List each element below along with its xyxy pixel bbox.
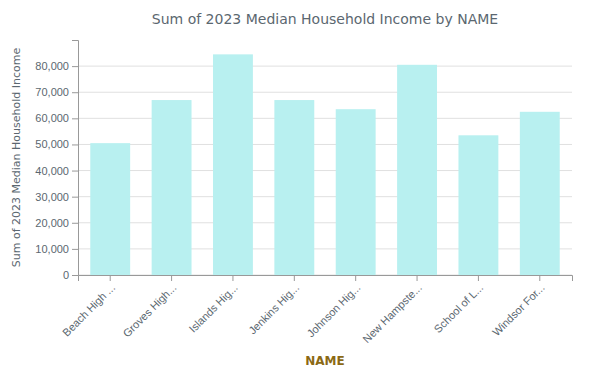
x-axis-line [79, 276, 573, 282]
x-tick-label: School of L... [432, 281, 486, 335]
bar [336, 109, 376, 275]
y-tick: 60,000 [35, 112, 78, 124]
y-tick-label: 20,000 [35, 217, 69, 229]
x-tick: Johnson Hig... [304, 275, 362, 340]
y-tick-label: 30,000 [35, 191, 69, 203]
y-tick-mark [72, 66, 78, 67]
x-axis-title: NAME [305, 354, 344, 368]
x-tick: Jenkins Hig... [246, 275, 301, 336]
x-tick-mark [478, 275, 479, 281]
bar [274, 100, 314, 275]
bar [458, 135, 498, 275]
y-axis-title: Sum of 2023 Median Household Income [10, 48, 23, 268]
y-tick-mark [72, 249, 78, 250]
y-tick: 70,000 [35, 86, 78, 98]
y-axis-line [72, 41, 79, 276]
y-tick-mark [72, 144, 78, 145]
x-tick: New Hampste... [360, 275, 424, 345]
x-tick-mark [232, 275, 233, 281]
bar [397, 65, 437, 275]
grid [78, 66, 572, 275]
y-tick-label: 0 [63, 269, 69, 281]
x-tick: Windsor For... [490, 275, 547, 338]
x-tick-mark [294, 275, 295, 281]
bar [152, 100, 192, 275]
x-tick-label: Johnson Hig... [304, 281, 362, 339]
x-tick-mark [539, 275, 540, 281]
x-tick-mark [417, 275, 418, 281]
x-tick-label: Islands Hig... [186, 281, 239, 334]
y-tick-label: 60,000 [35, 112, 69, 124]
y-tick-label: 10,000 [35, 243, 69, 255]
y-tick-label: 70,000 [35, 86, 69, 98]
bar [213, 54, 253, 275]
y-tick-mark [72, 223, 78, 224]
y-tick-label: 50,000 [35, 138, 69, 150]
x-tick: Beach High ... [60, 275, 117, 339]
y-tick: 80,000 [35, 60, 78, 72]
x-tick-label: Beach High ... [60, 281, 117, 338]
y-tick: 30,000 [35, 191, 78, 203]
grid-line [78, 66, 572, 67]
y-tick: 50,000 [35, 138, 78, 150]
plot: 0 10,000 20,000 30,000 40,000 50,000 60,000 70,… [35, 41, 572, 346]
y-tick-mark [72, 171, 78, 172]
x-tick-label: New Hampste... [360, 281, 424, 345]
x-tick-label: Jenkins Hig... [246, 281, 301, 336]
y-tick-label: 40,000 [35, 165, 69, 177]
y-tick: 10,000 [35, 243, 78, 255]
y-tick: 20,000 [35, 217, 78, 229]
grid-line [78, 92, 572, 93]
y-tick: 40,000 [35, 165, 78, 177]
y-tick-mark [72, 275, 78, 276]
x-tick-label: Windsor For... [490, 281, 547, 338]
x-tick: School of L... [432, 275, 486, 335]
x-tick: Islands Hig... [186, 275, 239, 335]
bar [520, 112, 560, 275]
x-tick-mark [355, 275, 356, 281]
y-tick-mark [72, 92, 78, 93]
x-tick-mark [110, 275, 111, 281]
y-tick: 0 [63, 269, 78, 281]
chart-svg: 0 10,000 20,000 30,000 40,000 50,000 60,000 70,… [0, 0, 592, 375]
bars [90, 54, 559, 275]
y-tick-mark [72, 118, 78, 119]
x-tick: Groves High... [120, 275, 178, 339]
x-tick-label: Groves High... [120, 281, 178, 339]
y-axis: 0 10,000 20,000 30,000 40,000 50,000 60,000 70,… [35, 41, 78, 282]
bar [90, 143, 130, 275]
x-axis: Beach High ...Groves High...Islands Hig.… [60, 275, 573, 345]
y-tick-label: 80,000 [35, 60, 69, 72]
title: Sum of 2023 Median Household Income by N… [152, 11, 498, 27]
y-tick-mark [72, 197, 78, 198]
chart-container: 0 10,000 20,000 30,000 40,000 50,000 60,000 70,… [0, 0, 592, 375]
x-tick-mark [171, 275, 172, 281]
